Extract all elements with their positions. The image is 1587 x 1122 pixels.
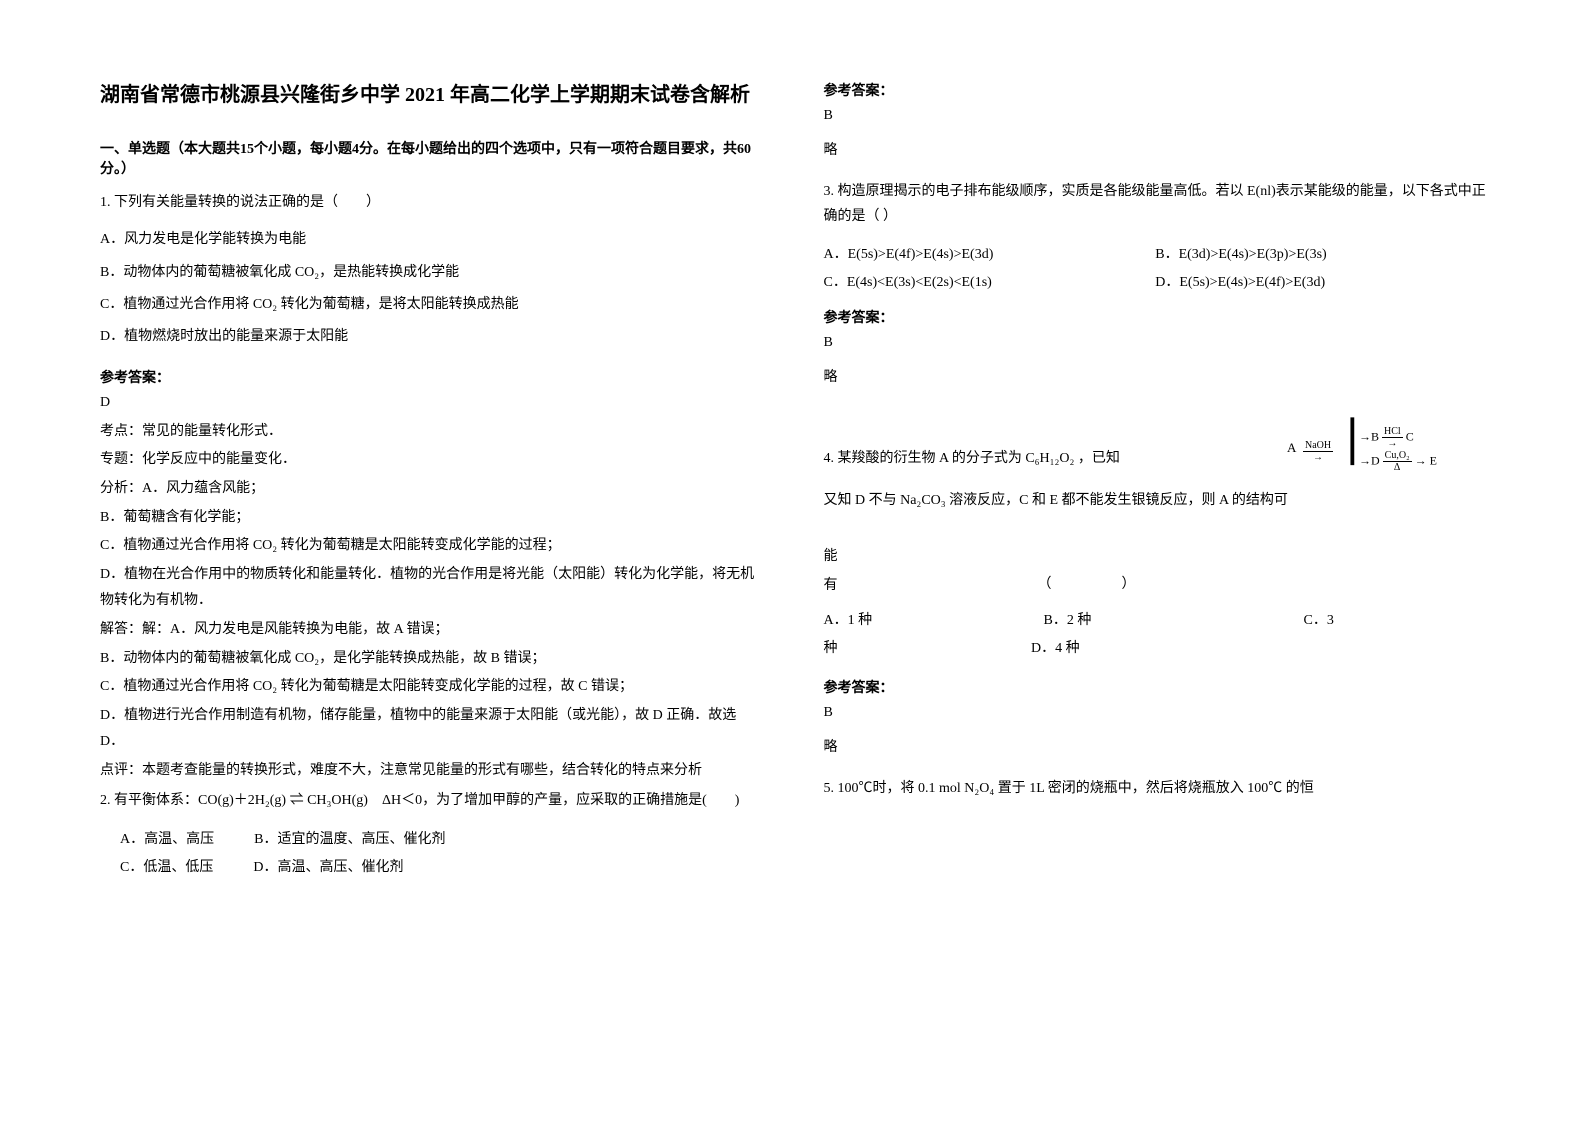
q4-answer-label: 参考答案： bbox=[824, 677, 1488, 697]
q1-analysis-6: D．植物在光合作用中的物质转化和能量转化．植物的光合作用是将光能（太阳能）转化为… bbox=[100, 562, 764, 615]
q4-paren: （ ） bbox=[1038, 573, 1136, 602]
left-column: 湖南省常德市桃源县兴隆街乡中学 2021 年高二化学上学期期末试卷含解析 一、单… bbox=[100, 80, 764, 1042]
q1-analysis-4: B．葡萄糖含有化学能； bbox=[100, 505, 764, 532]
q3-answer: B bbox=[824, 335, 1488, 351]
q2-answer-label: 参考答案： bbox=[824, 80, 1488, 100]
q1-option-d: D．植物燃烧时放出的能量来源于太阳能 bbox=[100, 326, 764, 348]
q1-option-b: B．动物体内的葡萄糖被氧化成 CO₂，是热能转换成化学能 bbox=[100, 262, 764, 284]
q4-option-c: C．3 bbox=[1304, 609, 1488, 629]
diagram-node-e: → E bbox=[1415, 453, 1437, 467]
right-column: 参考答案： B 略 3. 构造原理揭示的电子排布能级顺序，实质是各能级能量高低。… bbox=[824, 80, 1488, 1042]
q1-analysis-2: 专题：化学反应中的能量变化． bbox=[100, 447, 764, 474]
diagram-hcl-label: HCl bbox=[1382, 426, 1403, 438]
q1-analysis-3: 分析：A．风力蕴含风能； bbox=[100, 476, 764, 503]
q4-option-b: B．2 种 bbox=[1044, 609, 1304, 629]
diagram-line-b: →B HCl→ C bbox=[1359, 426, 1414, 449]
diagram-line-d: →D Cu,O₂Δ → E bbox=[1359, 450, 1437, 473]
diagram-node-c: C bbox=[1406, 429, 1414, 443]
q3-option-b: B．E(3d)>E(4s)>E(3p)>E(3s) bbox=[1155, 243, 1487, 263]
q1-stem: 1. 下列有关能量转换的说法正确的是（ ） bbox=[100, 190, 764, 215]
q2-stem: 2. 有平衡体系：CO(g)＋2H₂(g) ⇌ CH₃OH(g) ΔH＜0，为了… bbox=[100, 788, 764, 813]
q2-option-c: C．低温、低压 bbox=[120, 856, 213, 876]
q1-answer-label: 参考答案： bbox=[100, 367, 764, 387]
q4-options-row1: A．1 种 B．2 种 C．3 bbox=[824, 609, 1488, 629]
q3-options-row2: C．E(4s)<E(3s)<E(2s)<E(1s) D．E(5s)>E(4s)>… bbox=[824, 271, 1488, 291]
q1-analysis-10: D．植物进行光合作用制造有机物，储存能量，植物中的能量来源于太阳能（或光能），故… bbox=[100, 703, 764, 756]
q1-analysis-1: 考点：常见的能量转化形式． bbox=[100, 419, 764, 446]
document-title: 湖南省常德市桃源县兴隆街乡中学 2021 年高二化学上学期期末试卷含解析 bbox=[100, 80, 764, 110]
q4-brief: 略 bbox=[824, 735, 1488, 762]
diagram-delta-label: Δ bbox=[1383, 462, 1412, 473]
q4-stem-2: 又知 D 不与 Na₂CO₃ 溶液反应，C 和 E 都不能发生银镜反应，则 A … bbox=[824, 488, 1488, 515]
q1-analysis-9: C．植物通过光合作用将 CO₂ 转化为葡萄糖是太阳能转变成化学能的过程，故 C … bbox=[100, 674, 764, 701]
diagram-cuo2-label: Cu,O₂ bbox=[1383, 450, 1412, 462]
q4-option-c-suffix: 种 bbox=[824, 641, 838, 656]
q2-option-b: B．适宜的温度、高压、催化剂 bbox=[254, 828, 445, 848]
q4-stem-3-row: 有 （ ） bbox=[824, 573, 1488, 602]
q1-analysis-8: B．动物体内的葡萄糖被氧化成 CO₂，是化学能转换成热能，故 B 错误； bbox=[100, 646, 764, 673]
diagram-arrow-b: →B bbox=[1359, 429, 1379, 443]
q4-stem-3a: 能 bbox=[824, 544, 1488, 571]
diagram-naoh-label: NaOH bbox=[1303, 440, 1333, 452]
diagram-naoh-arrow: NaOH→ bbox=[1303, 440, 1333, 463]
q4-diagram-wrapper: A NaOH→ ⎢ →B HCl→ C →D Cu,O₂Δ → E bbox=[1277, 422, 1487, 478]
q1-answer: D bbox=[100, 395, 764, 411]
q2-option-d: D．高温、高压、催化剂 bbox=[253, 856, 403, 876]
q5-stem: 5. 100℃时，将 0.1 mol N₂O₄ 置于 1L 密闭的烧瓶中，然后将… bbox=[824, 776, 1488, 801]
q1-analysis-11: 点评：本题考查能量的转换形式，难度不大，注意常见能量的形式有哪些，结合转化的特点… bbox=[100, 758, 764, 785]
q4-option-a: A．1 种 bbox=[824, 609, 1044, 629]
q2-option-a: A．高温、高压 bbox=[120, 828, 214, 848]
q1-option-a: A．风力发电是化学能转换为电能 bbox=[100, 229, 764, 251]
q4-top: 4. 某羧酸的衍生物 A 的分子式为 C₆H₁₂O₂ ，已知 A NaOH→ ⎢… bbox=[824, 422, 1488, 478]
q4-options-row2: 种 D．4 种 bbox=[824, 637, 1488, 657]
section-1-header: 一、单选题（本大题共15个小题，每小题4分。在每小题给出的四个选项中，只有一项符… bbox=[100, 138, 764, 178]
q1-option-c: C．植物通过光合作用将 CO₂ 转化为葡萄糖，是将太阳能转换成热能 bbox=[100, 294, 764, 316]
diagram-arrow-d: →D bbox=[1359, 453, 1380, 467]
q3-option-c: C．E(4s)<E(3s)<E(2s)<E(1s) bbox=[824, 271, 1156, 291]
q4-stem-left: 4. 某羧酸的衍生物 A 的分子式为 C₆H₁₂O₂ ，已知 bbox=[824, 422, 1278, 471]
q1-analysis-7: 解答：解：A．风力发电是风能转换为电能，故 A 错误； bbox=[100, 617, 764, 644]
diagram-node-a: A bbox=[1287, 440, 1296, 456]
q3-option-d: D．E(5s)>E(4s)>E(4f)>E(3d) bbox=[1155, 271, 1487, 291]
q2-options-row2: C．低温、低压 D．高温、高压、催化剂 bbox=[100, 856, 764, 876]
q3-answer-label: 参考答案： bbox=[824, 307, 1488, 327]
q3-options-row1: A．E(5s)>E(4f)>E(4s)>E(3d) B．E(3d)>E(4s)>… bbox=[824, 243, 1488, 263]
q4-stem-3b: 有 bbox=[824, 573, 838, 600]
q2-options-row1: A．高温、高压 B．适宜的温度、高压、催化剂 bbox=[100, 828, 764, 848]
q3-brief: 略 bbox=[824, 365, 1488, 392]
reaction-diagram: A NaOH→ ⎢ →B HCl→ C →D Cu,O₂Δ → E bbox=[1287, 422, 1487, 478]
q1-analysis-5: C．植物通过光合作用将 CO₂ 转化为葡萄糖是太阳能转变成化学能的过程； bbox=[100, 533, 764, 560]
q4-answer: B bbox=[824, 705, 1488, 721]
q2-brief: 略 bbox=[824, 138, 1488, 165]
q4-option-d: D．4 种 bbox=[1031, 641, 1080, 656]
q3-stem: 3. 构造原理揭示的电子排布能级顺序，实质是各能级能量高低。若以 E(nl)表示… bbox=[824, 179, 1488, 229]
q2-answer: B bbox=[824, 108, 1488, 124]
q3-option-a: A．E(5s)>E(4f)>E(4s)>E(3d) bbox=[824, 243, 1156, 263]
